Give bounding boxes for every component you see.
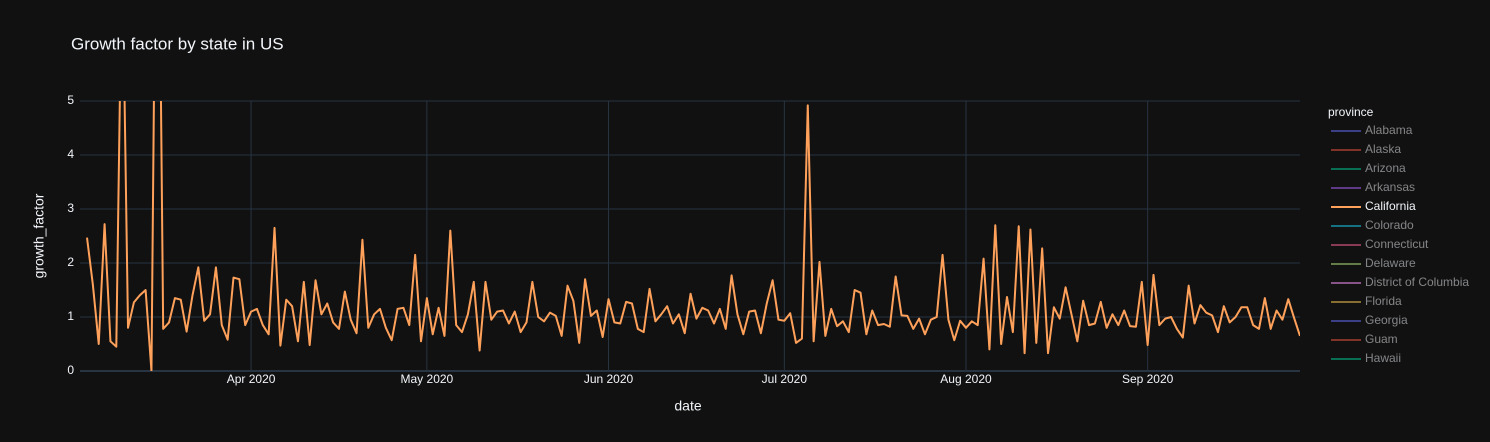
legend-label[interactable]: Arkansas	[1365, 180, 1415, 194]
chart-title: Growth factor by state in US	[71, 34, 284, 53]
legend-item[interactable]: Alabama	[1331, 123, 1413, 137]
legend-item[interactable]: Connecticut	[1331, 237, 1429, 251]
legend-label[interactable]: Alaska	[1365, 142, 1401, 156]
legend-label[interactable]: Arizona	[1365, 161, 1406, 175]
legend-title: province	[1328, 105, 1374, 119]
legend-label[interactable]: California	[1365, 199, 1416, 213]
data-line	[86, 101, 1300, 371]
legend-item[interactable]: Arkansas	[1331, 180, 1415, 194]
x-tick-label: Jul 2020	[762, 372, 808, 386]
legend-label[interactable]: Colorado	[1365, 218, 1414, 232]
y-tick-label: 3	[67, 201, 74, 215]
y-tick-label: 5	[67, 93, 74, 107]
legend-item[interactable]: Georgia	[1331, 313, 1408, 327]
x-tick-label: Sep 2020	[1122, 372, 1174, 386]
legend-item[interactable]: Delaware	[1331, 256, 1416, 270]
legend-item[interactable]: Colorado	[1331, 218, 1414, 232]
legend-item[interactable]: Florida	[1331, 294, 1402, 308]
x-tick-label: Aug 2020	[940, 372, 992, 386]
legend: Alabama Alaska Arizona Arkansas California Co…	[1331, 123, 1469, 365]
y-tick-label: 4	[67, 147, 74, 161]
legend-item[interactable]: Hawaii	[1331, 351, 1401, 365]
legend-label[interactable]: District of Columbia	[1365, 275, 1469, 289]
legend-item[interactable]: District of Columbia	[1331, 275, 1469, 289]
x-axis-title: date	[674, 398, 701, 414]
x-tick-label: Apr 2020	[227, 372, 276, 386]
x-tick-label: May 2020	[401, 372, 454, 386]
legend-item[interactable]: California	[1331, 199, 1416, 213]
x-tick-label: Jun 2020	[584, 372, 634, 386]
legend-label[interactable]: Guam	[1365, 332, 1398, 346]
y-axis-title: growth_factor	[31, 193, 47, 278]
y-tick-label: 0	[67, 363, 74, 377]
plot-area	[86, 101, 1300, 371]
legend-label[interactable]: Georgia	[1365, 313, 1408, 327]
legend-item[interactable]: Guam	[1331, 332, 1398, 346]
y-tick-label: 2	[67, 255, 74, 269]
legend-label[interactable]: Alabama	[1365, 123, 1413, 137]
legend-label[interactable]: Hawaii	[1365, 351, 1401, 365]
legend-item[interactable]: Arizona	[1331, 161, 1406, 175]
legend-label[interactable]: Delaware	[1365, 256, 1416, 270]
legend-label[interactable]: Florida	[1365, 294, 1402, 308]
legend-item[interactable]: Alaska	[1331, 142, 1401, 156]
legend-label[interactable]: Connecticut	[1365, 237, 1429, 251]
y-tick-label: 1	[67, 309, 74, 323]
